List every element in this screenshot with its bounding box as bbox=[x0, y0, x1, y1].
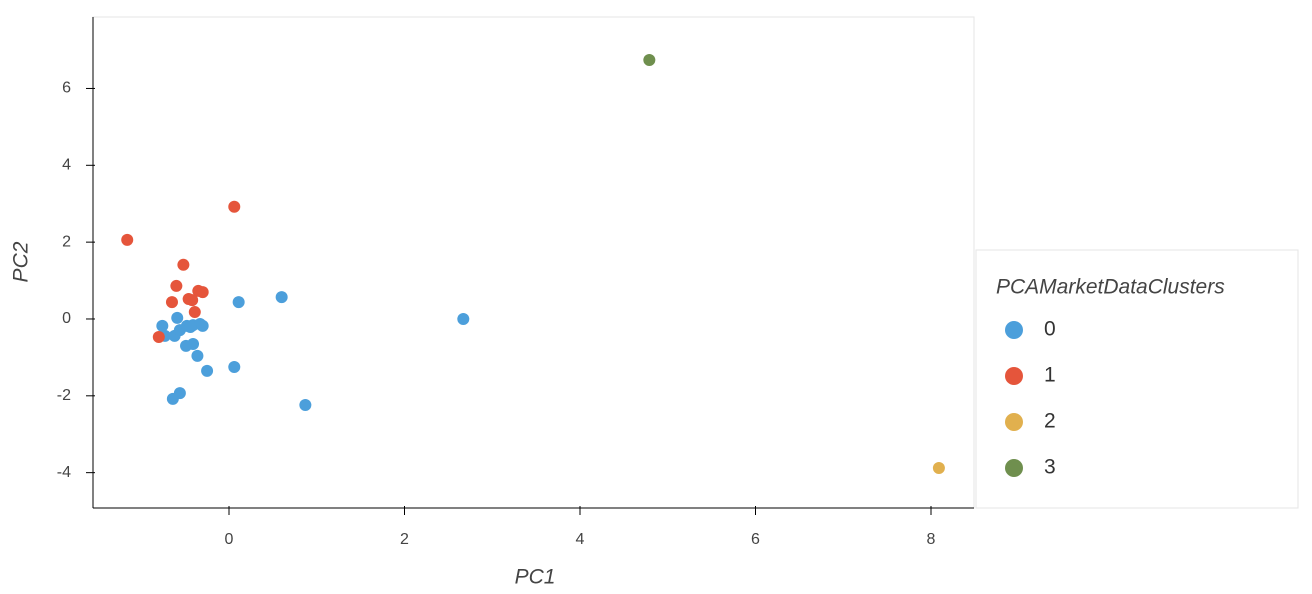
scatter-point bbox=[228, 361, 241, 374]
scatter-point bbox=[188, 306, 201, 319]
scatter-point bbox=[177, 258, 190, 271]
y-tick-label: -2 bbox=[57, 387, 71, 404]
legend-marker bbox=[1005, 367, 1023, 385]
legend-box bbox=[975, 249, 1299, 509]
legend-title: PCAMarketDataClusters bbox=[996, 276, 1225, 299]
scatter-point bbox=[180, 339, 193, 352]
plot-frame bbox=[92, 16, 975, 509]
legend-label: 0 bbox=[1044, 318, 1056, 341]
scatter-point bbox=[196, 319, 209, 332]
x-tick-label: 6 bbox=[751, 531, 760, 548]
scatter-point bbox=[121, 233, 134, 246]
scatter-point bbox=[166, 392, 179, 405]
scatter-point bbox=[186, 294, 199, 307]
y-tick-label: 6 bbox=[62, 80, 71, 97]
legend-marker bbox=[1005, 459, 1023, 477]
scatter-point bbox=[232, 296, 245, 309]
scatter-point bbox=[165, 296, 178, 309]
y-tick-label: 2 bbox=[62, 233, 71, 250]
scatter-point bbox=[196, 286, 209, 299]
scatter-point bbox=[201, 364, 214, 377]
scatter-point bbox=[152, 331, 165, 344]
y-tick-label: 0 bbox=[62, 310, 71, 327]
x-tick-label: 2 bbox=[400, 531, 409, 548]
x-tick-label: 8 bbox=[927, 531, 936, 548]
y-axis-title: PC2 bbox=[10, 241, 33, 282]
scatter-point bbox=[156, 319, 169, 332]
legend-marker bbox=[1005, 321, 1023, 339]
scatter-point bbox=[228, 200, 241, 213]
legend-marker bbox=[1005, 413, 1023, 431]
scatter-point bbox=[643, 54, 656, 67]
scatter-point bbox=[170, 279, 183, 292]
scatter-point bbox=[932, 462, 945, 475]
scatter-point bbox=[299, 399, 312, 412]
scatter-point bbox=[275, 291, 288, 304]
legend-label: 3 bbox=[1044, 456, 1056, 479]
y-tick-label: 4 bbox=[62, 157, 71, 174]
legend-label: 2 bbox=[1044, 410, 1056, 433]
scatter-point bbox=[191, 349, 204, 362]
x-tick-label: 0 bbox=[225, 531, 234, 548]
x-tick-label: 4 bbox=[576, 531, 585, 548]
scatter-point bbox=[171, 311, 184, 324]
x-axis-title: PC1 bbox=[515, 566, 556, 589]
scatter-point bbox=[184, 321, 197, 334]
scatter-point bbox=[457, 312, 470, 325]
legend-label: 1 bbox=[1044, 364, 1056, 387]
y-tick-label: -4 bbox=[57, 464, 71, 481]
